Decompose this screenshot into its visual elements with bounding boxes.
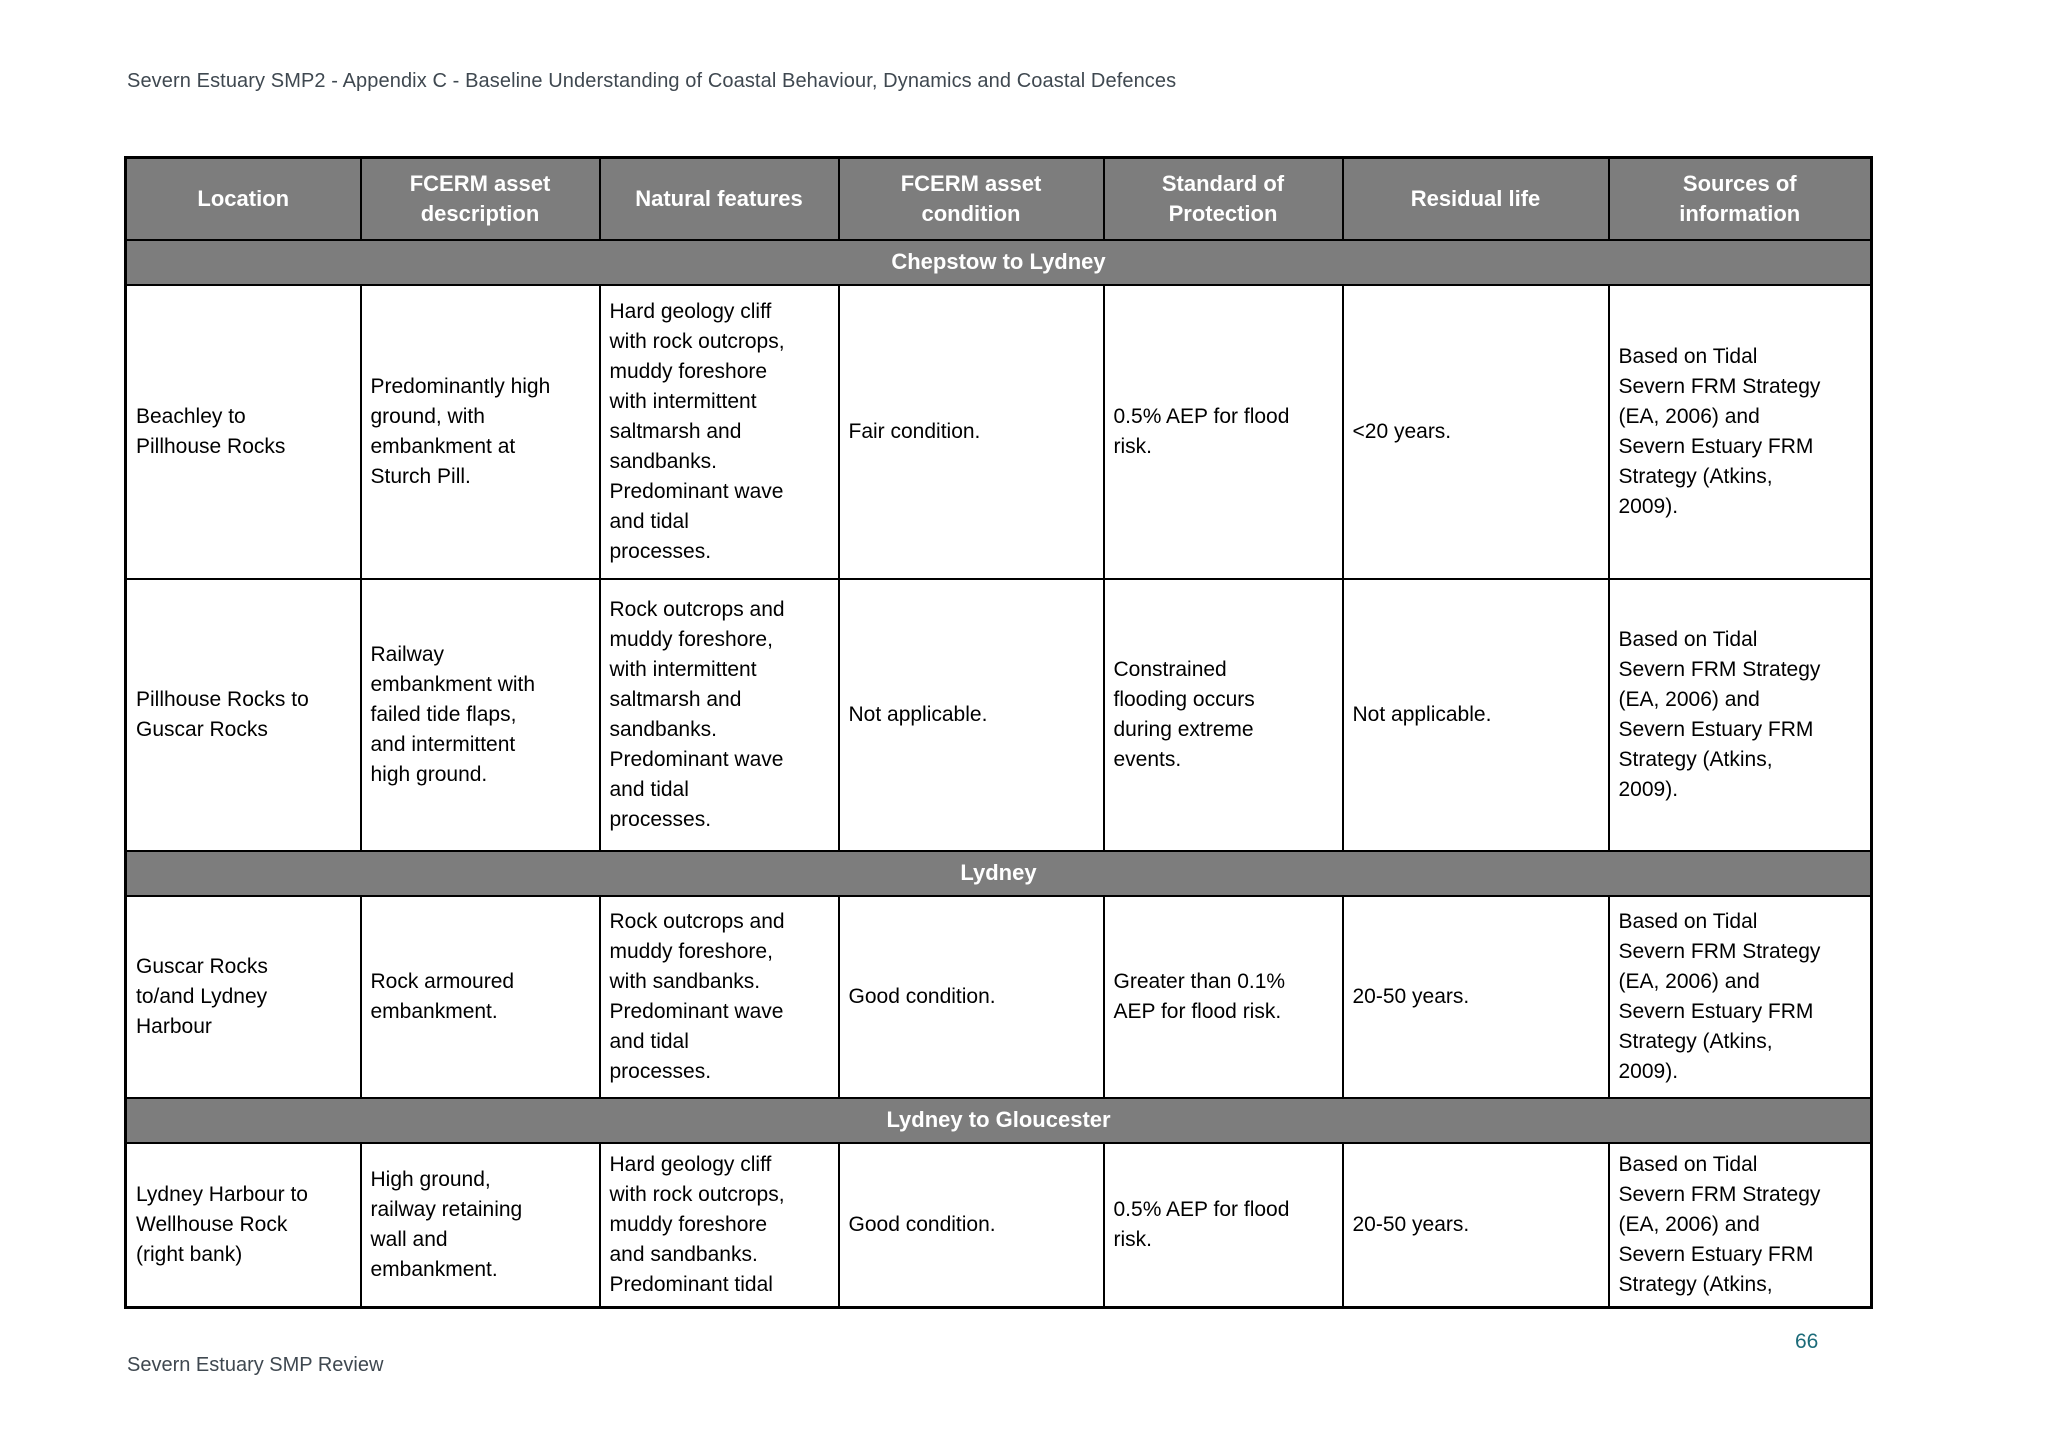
cell-asset-description: Rock armoured embankment.: [359, 894, 601, 1099]
cell-residual-life: <20 years.: [1341, 283, 1610, 580]
col-header-natural-features: Natural features: [598, 156, 840, 241]
cell-sources: Based on Tidal Severn FRM Strategy (EA, …: [1607, 577, 1873, 852]
cell-standard-of-protection: Constrained flooding occurs during extre…: [1102, 577, 1344, 852]
cell-asset-condition: Fair condition.: [837, 283, 1105, 580]
cell-asset-condition: Good condition.: [837, 894, 1105, 1099]
cell-standard-of-protection: Greater than 0.1% AEP for flood risk.: [1102, 894, 1344, 1099]
cell-asset-condition: Not applicable.: [837, 577, 1105, 852]
section-band-row: Chepstow to Lydney: [124, 238, 1873, 286]
cell-residual-life: Not applicable.: [1341, 577, 1610, 852]
cell-residual-life: 20-50 years.: [1341, 1141, 1610, 1308]
cell-standard-of-protection: 0.5% AEP for flood risk.: [1102, 1141, 1344, 1308]
cell-location: Lydney Harbour to Wellhouse Rock (right …: [124, 1141, 362, 1308]
col-header-residual-life: Residual life: [1341, 156, 1610, 241]
cell-asset-description: Railway embankment with failed tide flap…: [359, 577, 601, 852]
cell-asset-description: Predominantly high ground, with embankme…: [359, 283, 601, 580]
table-row: Guscar Rocks to/and Lydney Harbour Rock …: [124, 894, 1873, 1099]
col-header-fcerm-asset-condition: FCERM asset condition: [837, 156, 1105, 241]
section-band-chepstow-to-lydney: Chepstow to Lydney: [124, 238, 1873, 286]
table-header-row: Location FCERM asset description Natural…: [124, 156, 1873, 241]
section-band-row: Lydney to Gloucester: [124, 1096, 1873, 1144]
cell-residual-life: 20-50 years.: [1341, 894, 1610, 1099]
cell-sources: Based on Tidal Severn FRM Strategy (EA, …: [1607, 894, 1873, 1099]
section-band-row: Lydney: [124, 849, 1873, 897]
section-band-lydney: Lydney: [124, 849, 1873, 897]
cell-natural-features: Hard geology cliff with rock outcrops, m…: [598, 1141, 840, 1308]
col-header-sources-of-information: Sources of information: [1607, 156, 1873, 241]
cell-sources: Based on Tidal Severn FRM Strategy (EA, …: [1607, 283, 1873, 580]
col-header-standard-of-protection: Standard of Protection: [1102, 156, 1344, 241]
table-row: Lydney Harbour to Wellhouse Rock (right …: [124, 1141, 1873, 1308]
document-title: Severn Estuary SMP2 - Appendix C - Basel…: [127, 70, 1177, 92]
cell-sources: Based on Tidal Severn FRM Strategy (EA, …: [1607, 1141, 1873, 1308]
document-footer: Severn Estuary SMP Review: [127, 1354, 384, 1376]
cell-standard-of-protection: 0.5% AEP for flood risk.: [1102, 283, 1344, 580]
cell-asset-condition: Good condition.: [837, 1141, 1105, 1308]
cell-location: Beachley to Pillhouse Rocks: [124, 283, 362, 580]
cell-natural-features: Hard geology cliff with rock outcrops, m…: [598, 283, 840, 580]
col-header-fcerm-asset-description: FCERM asset description: [359, 156, 601, 241]
cell-location: Guscar Rocks to/and Lydney Harbour: [124, 894, 362, 1099]
section-band-lydney-to-gloucester: Lydney to Gloucester: [124, 1096, 1873, 1144]
cell-asset-description: High ground, railway retaining wall and …: [359, 1141, 601, 1308]
cell-natural-features: Rock outcrops and muddy foreshore, with …: [598, 577, 840, 852]
table-row: Pillhouse Rocks to Guscar Rocks Railway …: [124, 577, 1873, 852]
page-number: 66: [1795, 1330, 1819, 1353]
cell-location: Pillhouse Rocks to Guscar Rocks: [124, 577, 362, 852]
table-row: Beachley to Pillhouse Rocks Predominantl…: [124, 283, 1873, 580]
col-header-location: Location: [124, 156, 362, 241]
cell-natural-features: Rock outcrops and muddy foreshore, with …: [598, 894, 840, 1099]
coastal-defences-table: Location FCERM asset description Natural…: [124, 156, 1873, 1309]
